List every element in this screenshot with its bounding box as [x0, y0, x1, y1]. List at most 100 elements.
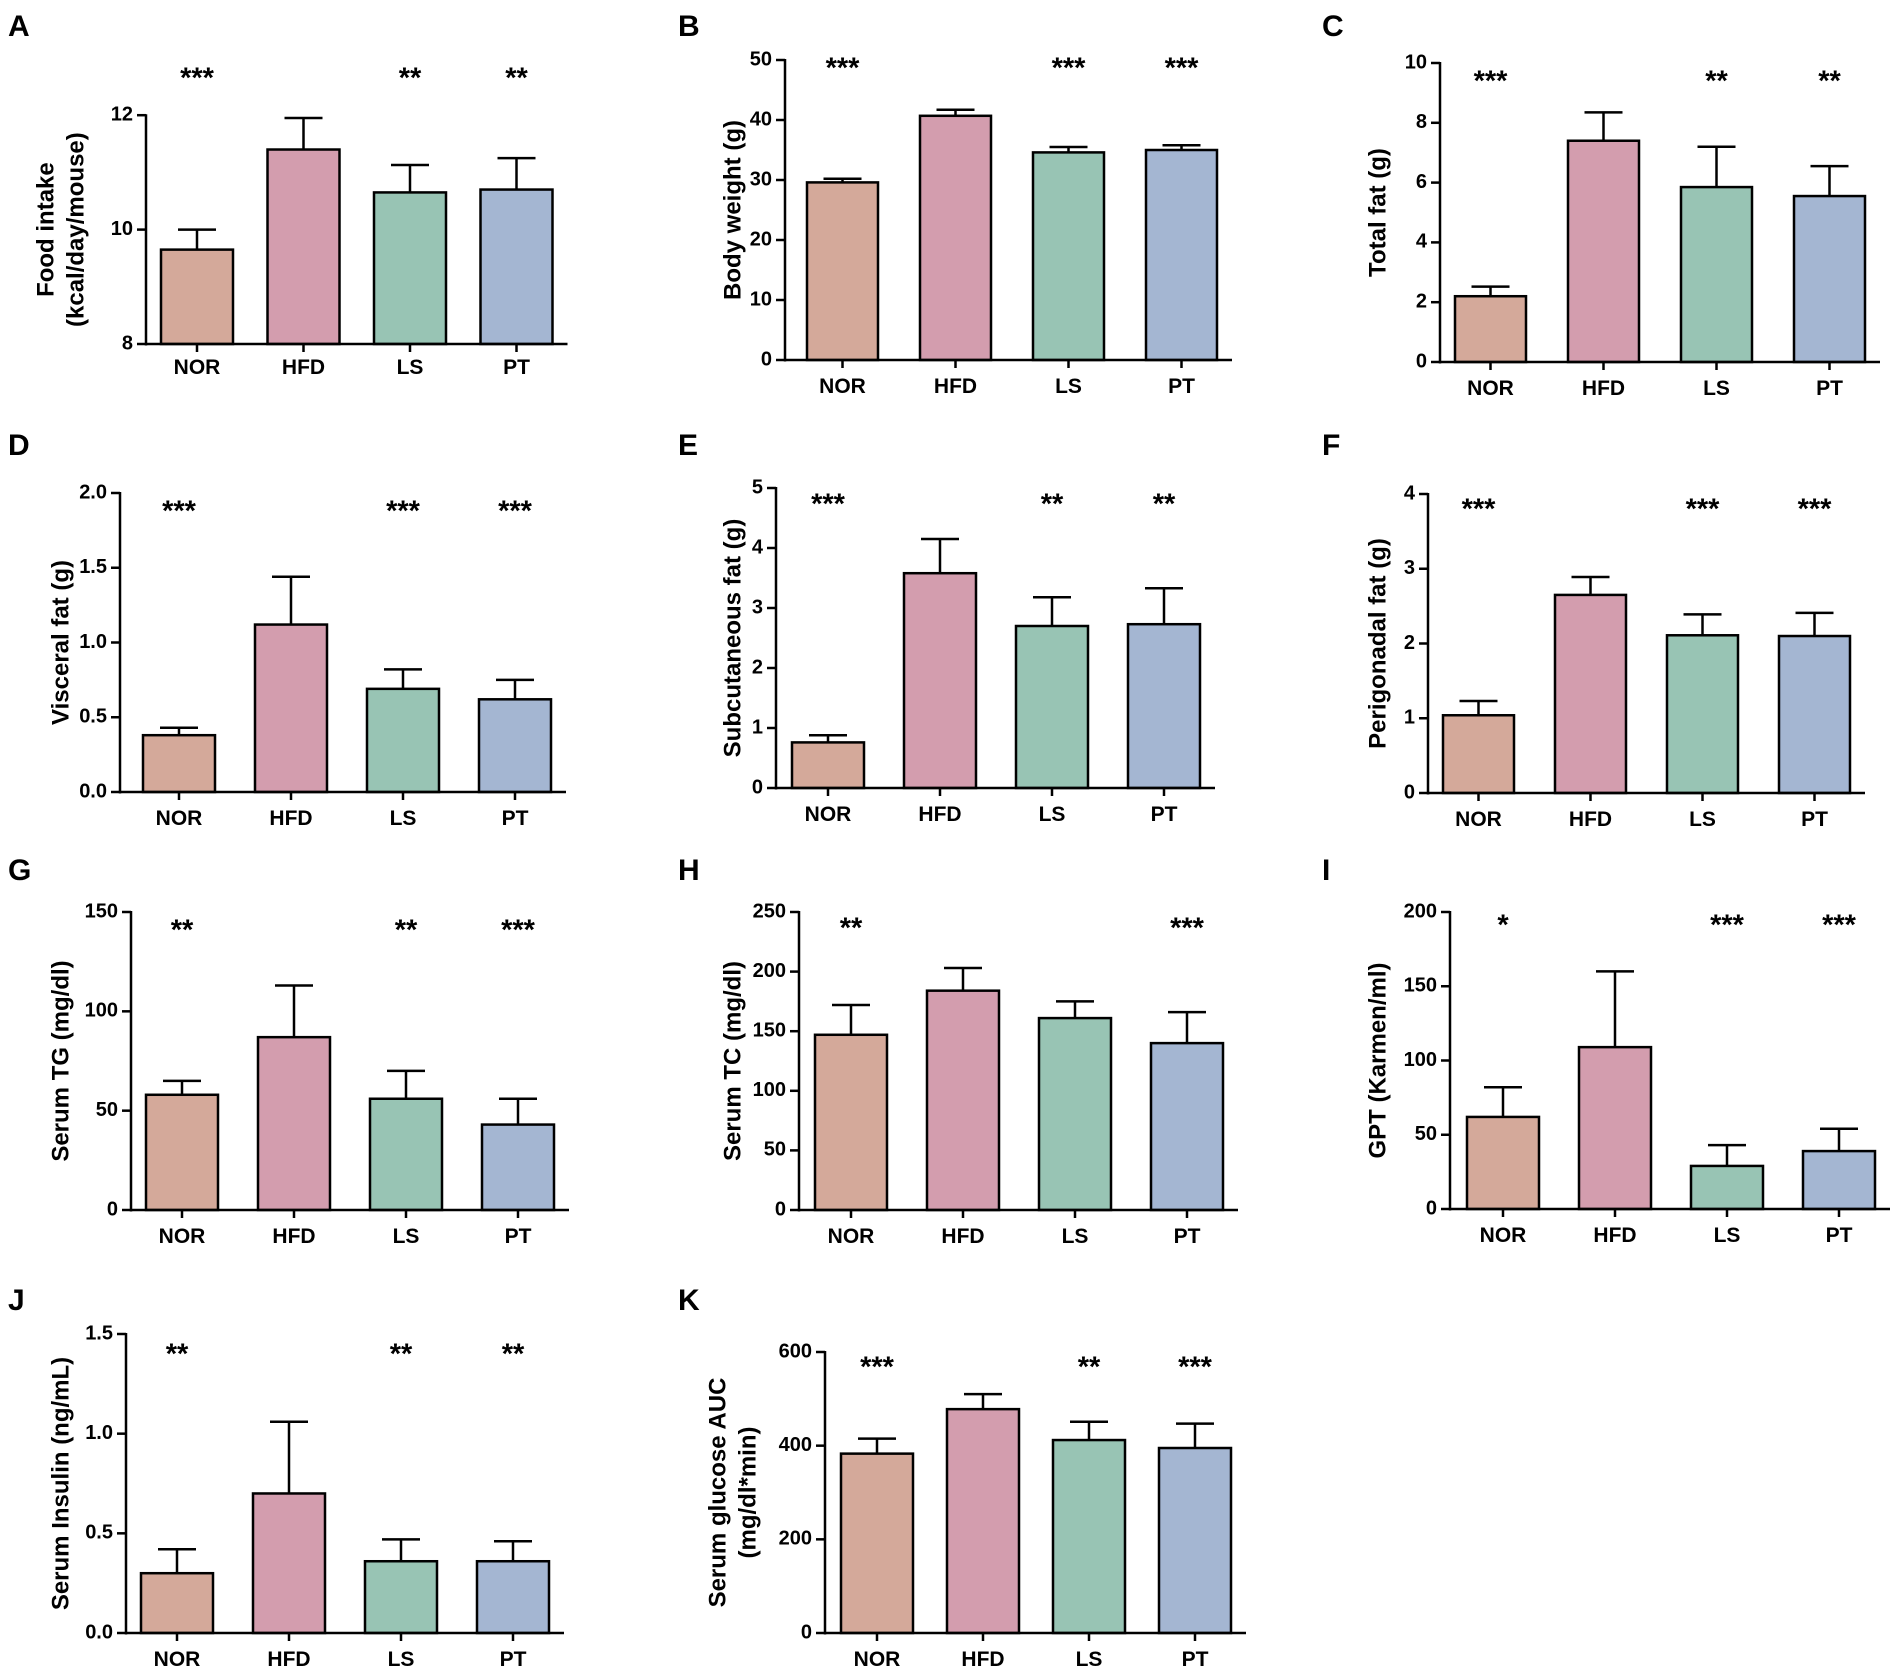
significance-b-nor: *** [826, 53, 861, 85]
x-tick-label-g-pt: PT [505, 1225, 532, 1248]
y-tick-label-k-3: 600 [779, 1340, 812, 1362]
significance-i-pt: *** [1822, 910, 1857, 942]
x-tick-label-d-ls: LS [390, 807, 417, 830]
bar-a-pt [479, 188, 554, 346]
bar-e-ls [1014, 624, 1090, 790]
bar-g-nor [144, 1093, 220, 1212]
bar-i-ls [1689, 1164, 1765, 1211]
bar-f-ls [1665, 634, 1740, 795]
panel-d: D Visceral fat (g) NOR *** HFD LS *** PT *** 0.0 0… [8, 429, 566, 830]
x-tick-label-f-hfd: HFD [1569, 808, 1612, 831]
panel-letter-d: D [8, 429, 30, 462]
y-tick-label-i-3: 150 [1404, 975, 1437, 997]
significance-f-pt: *** [1798, 494, 1833, 526]
bar-e-hfd [902, 571, 978, 790]
x-tick-label-j-pt: PT [500, 1648, 527, 1671]
panel-letter-e: E [678, 429, 698, 462]
y-tick-label-h-3: 150 [753, 1019, 786, 1041]
x-tick-label-b-ls: LS [1055, 375, 1082, 398]
significance-f-ls: *** [1686, 494, 1721, 526]
bar-j-nor [139, 1571, 215, 1635]
y-tick-label-j-3: 1.5 [85, 1322, 113, 1344]
significance-j-nor: ** [166, 1339, 189, 1371]
x-tick-label-h-nor: NOR [828, 1225, 875, 1248]
significance-e-nor: *** [811, 489, 846, 521]
significance-g-nor: ** [171, 915, 194, 947]
y-tick-label-c-4: 8 [1416, 111, 1427, 133]
y-tick-label-f-3: 3 [1404, 557, 1415, 579]
y-tick-label-b-2: 20 [750, 228, 772, 250]
x-tick-label-c-hfd: HFD [1582, 377, 1625, 400]
y-tick-label-j-2: 1.0 [85, 1422, 113, 1444]
y-tick-label-h-1: 50 [764, 1139, 786, 1161]
significance-d-pt: *** [498, 496, 533, 528]
y-tick-label-b-4: 40 [750, 108, 772, 130]
y-tick-label-g-2: 100 [85, 1000, 118, 1022]
x-tick-label-f-nor: NOR [1455, 808, 1502, 831]
y-tick-label-f-2: 2 [1404, 632, 1415, 654]
panel-letter-f: F [1322, 429, 1340, 462]
y-axis-title-g: Serum TG (mg/dl) [47, 960, 74, 1161]
bar-d-hfd [253, 623, 329, 794]
bar-d-nor [141, 733, 217, 794]
bar-j-pt [475, 1559, 551, 1635]
y-tick-label-e-2: 2 [752, 656, 763, 678]
significance-k-ls: ** [1078, 1352, 1101, 1384]
significance-b-pt: *** [1165, 53, 1200, 85]
bar-g-ls [368, 1097, 444, 1212]
panel-f: F Perigonadal fat (g) NOR *** HFD LS *** PT *** 0… [1322, 429, 1865, 831]
panel-e: E Subcutaneous fat (g) NOR *** HFD LS ** PT ** 0 1… [678, 429, 1215, 826]
y-tick-label-k-0: 0 [801, 1621, 812, 1643]
x-tick-label-j-ls: LS [388, 1648, 415, 1671]
x-tick-label-a-nor: NOR [174, 356, 221, 379]
panel-h: H Serum TC (mg/dl) NOR ** HFD LS PT *** 0 50 100 15… [678, 854, 1238, 1248]
y-tick-label-c-1: 2 [1416, 290, 1427, 312]
y-axis-title-c: Total fat (g) [1364, 148, 1391, 277]
x-tick-label-e-hfd: HFD [918, 803, 961, 826]
y-tick-label-c-2: 4 [1416, 231, 1428, 253]
x-tick-label-i-pt: PT [1826, 1224, 1853, 1247]
significance-f-nor: *** [1462, 494, 1497, 526]
bar-j-hfd [251, 1492, 327, 1635]
y-tick-label-i-0: 0 [1426, 1197, 1437, 1219]
y-axis-title-a-line-2: (kcal/day/mouse) [62, 132, 89, 327]
panel-letter-j: J [8, 1284, 25, 1317]
significance-b-ls: *** [1052, 53, 1087, 85]
y-axis-title-i: GPT (Karmen/ml) [1364, 962, 1391, 1158]
y-tick-label-i-2: 100 [1404, 1049, 1437, 1071]
bar-k-ls [1051, 1438, 1127, 1635]
bar-f-hfd [1553, 593, 1628, 795]
x-tick-label-e-pt: PT [1151, 803, 1178, 826]
y-axis-title-a-line-1: Food intake [32, 162, 59, 297]
significance-j-ls: ** [390, 1339, 413, 1371]
bar-c-hfd [1566, 139, 1641, 364]
y-tick-label-d-4: 2.0 [79, 481, 107, 503]
y-tick-label-k-1: 200 [779, 1528, 812, 1550]
significance-c-nor: *** [1474, 66, 1509, 98]
x-tick-label-i-ls: LS [1714, 1224, 1741, 1247]
x-tick-label-h-ls: LS [1062, 1225, 1089, 1248]
x-tick-label-g-hfd: HFD [272, 1225, 315, 1248]
y-tick-label-k-2: 400 [779, 1434, 812, 1456]
significance-d-ls: *** [386, 496, 421, 528]
y-tick-label-e-3: 3 [752, 596, 763, 618]
panel-letter-k: K [678, 1284, 700, 1317]
y-tick-label-c-3: 6 [1416, 171, 1427, 193]
x-tick-label-b-pt: PT [1168, 375, 1195, 398]
bar-j-ls [363, 1559, 439, 1635]
y-tick-label-h-4: 200 [753, 960, 786, 982]
bar-e-nor [790, 741, 866, 790]
significance-g-ls: ** [395, 915, 418, 947]
panel-letter-a: A [8, 10, 30, 43]
significance-a-ls: ** [399, 63, 422, 95]
bar-c-ls [1679, 185, 1754, 364]
y-axis-title-b: Body weight (g) [719, 120, 746, 300]
y-tick-label-b-3: 30 [750, 168, 772, 190]
y-tick-label-e-0: 0 [752, 776, 763, 798]
bar-k-nor [839, 1452, 915, 1635]
panel-letter-g: G [8, 854, 31, 887]
y-tick-label-e-4: 4 [752, 536, 764, 558]
panel-letter-c: C [1322, 10, 1344, 43]
